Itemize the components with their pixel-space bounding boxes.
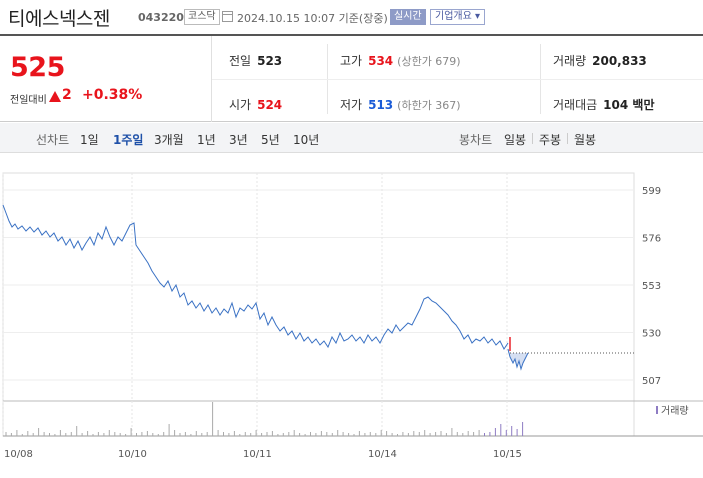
stat-open: 시가 524 (229, 96, 282, 113)
price-line (2, 204, 509, 350)
calendar-icon (222, 11, 233, 22)
company-overview-dropdown[interactable]: 기업개요 ▾ (430, 9, 485, 25)
tab-1w[interactable]: 1주일 (113, 133, 144, 147)
price-chart: 599 576 553 530 507 10/08 10/10 10/11 10/14 10/15… (0, 153, 703, 474)
stat-volume-label: 거래량 (553, 54, 587, 68)
stat-lower-limit: (하한가 367) (397, 99, 461, 112)
stock-header: 티에스넥스젠 043220 코스닥 2024.10.15 10:07 기준(장중… (0, 0, 703, 34)
current-price-box: 525 전일대비 2 +0.38% (0, 36, 212, 122)
tab-monthly[interactable]: 월봉 (574, 133, 597, 147)
y-tick-label: 576 (642, 234, 661, 245)
tab-1y[interactable]: 1년 (197, 133, 216, 147)
stat-prev: 전일 523 (229, 52, 282, 69)
intraday-fill (508, 349, 528, 369)
stat-upper-limit: (상한가 679) (397, 55, 461, 68)
candle-chart-label: 봉차트 (459, 133, 493, 147)
stat-low-label: 저가 (340, 98, 363, 112)
stat-volume: 거래량 200,833 (553, 52, 647, 69)
y-tick-label: 599 (642, 186, 661, 197)
y-tick-label: 553 (642, 281, 661, 292)
x-tick-label: 10/14 (368, 449, 397, 460)
stat-open-value: 524 (257, 98, 283, 112)
tab-5y[interactable]: 5년 (261, 133, 280, 147)
tab-weekly[interactable]: 주봉 (539, 133, 562, 147)
stat-low: 저가 513 (하한가 367) (340, 96, 461, 113)
diff-label: 전일대비 (10, 95, 47, 106)
stat-high-value: 534 (368, 54, 394, 68)
chart-frame (2, 172, 635, 437)
price-rate: +0.38% (82, 87, 143, 103)
volume-legend: 거래량 (661, 405, 689, 417)
x-tick-label: 10/11 (243, 449, 272, 460)
tab-3y[interactable]: 3년 (229, 133, 248, 147)
price-diff: 2 (62, 87, 72, 103)
stat-volume-value: 200,833 (592, 54, 647, 68)
tab-separator (567, 133, 568, 144)
divider (212, 79, 703, 80)
intraday-line (507, 348, 529, 371)
current-price: 525 (10, 52, 65, 83)
y-tick-label: 507 (642, 376, 661, 387)
price-chart-svg: 599 576 553 530 507 10/08 10/10 10/11 10/14 10/15… (2, 172, 703, 460)
stat-amount: 거래대금 104 백만 (553, 96, 654, 113)
x-tick-label: 10/15 (493, 449, 522, 460)
tab-daily[interactable]: 일봉 (504, 133, 527, 147)
stat-high: 고가 534 (상한가 679) (340, 52, 461, 69)
tab-10y[interactable]: 10년 (293, 133, 320, 147)
line-chart-label: 선차트 (36, 133, 70, 147)
stat-prev-label: 전일 (229, 54, 252, 68)
x-tick-label: 10/10 (118, 449, 147, 460)
y-tick-label: 530 (642, 329, 661, 340)
price-summary: 525 전일대비 2 +0.38% 전일 523 고가 534 (상한가 679) 거… (0, 34, 703, 122)
stat-low-value: 513 (368, 98, 394, 112)
up-arrow-icon (49, 91, 61, 102)
tab-separator (532, 133, 533, 144)
x-tick-label: 10/08 (4, 449, 33, 460)
stock-name: 티에스넥스젠 (8, 8, 110, 30)
timestamp: 2024.10.15 10:07 기준(장중) (237, 12, 388, 25)
volume-legend-swatch (656, 406, 658, 414)
realtime-button[interactable]: 실시간 (390, 9, 426, 25)
stat-amount-value: 104 백만 (603, 98, 655, 112)
stat-prev-value: 523 (257, 54, 283, 68)
stat-amount-label: 거래대금 (553, 98, 598, 112)
tab-3m[interactable]: 3개월 (154, 133, 184, 147)
stat-high-label: 고가 (340, 54, 363, 68)
chart-tabs: 선차트 1일 1주일 3개월 1년 3년 5년 10년 봉차트 일봉 주봉 월봉 (0, 123, 703, 153)
market-badge: 코스닥 (184, 9, 220, 25)
tab-1d[interactable]: 1일 (80, 133, 99, 147)
stock-code: 043220 (138, 11, 184, 24)
stat-open-label: 시가 (229, 98, 252, 112)
